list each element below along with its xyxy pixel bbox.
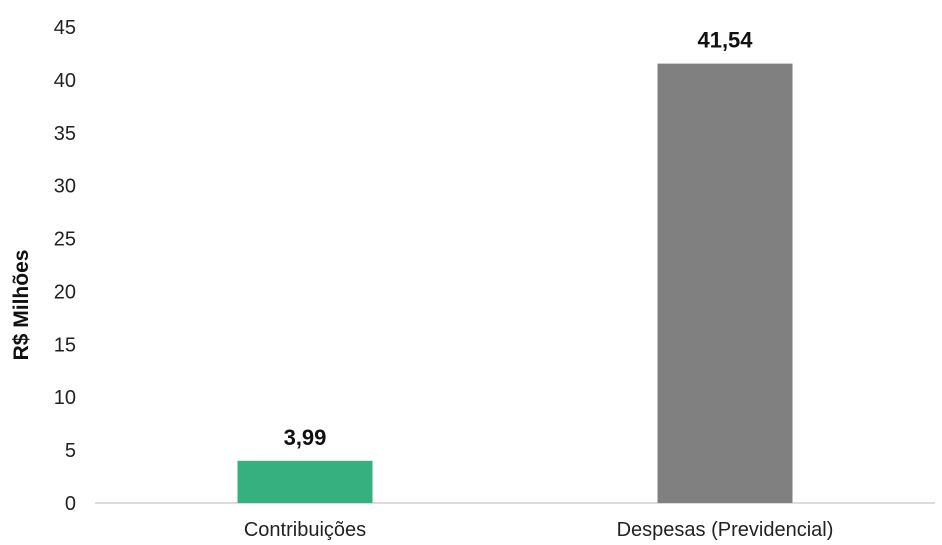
y-tick-label: 5: [65, 440, 76, 462]
data-label-1: 41,54: [697, 28, 753, 53]
y-tick-label: 10: [54, 387, 76, 409]
bar-1: [657, 63, 793, 503]
category-label-1: Despesas (Previdencial): [617, 519, 834, 541]
data-labels: 3,99 41,54: [284, 28, 754, 450]
bar-0: [237, 460, 373, 503]
x-axis-categories: Contribuições Despesas (Previdencial): [244, 519, 834, 541]
y-tick-label: 30: [54, 176, 76, 198]
y-tick-label: 25: [54, 229, 76, 251]
y-tick-label: 0: [65, 493, 76, 515]
data-label-0: 3,99: [284, 425, 327, 450]
y-tick-label: 45: [54, 17, 76, 39]
y-axis-title: R$ Milhões: [10, 250, 33, 361]
bar-series: [237, 63, 793, 503]
y-tick-label: 35: [54, 123, 76, 145]
y-tick-label: 40: [54, 70, 76, 92]
y-tick-label: 20: [54, 281, 76, 303]
category-label-0: Contribuições: [244, 519, 366, 541]
y-axis-ticks: 0 5 10 15 20 25 30 35 40 45: [54, 17, 76, 515]
y-tick-label: 15: [54, 334, 76, 356]
